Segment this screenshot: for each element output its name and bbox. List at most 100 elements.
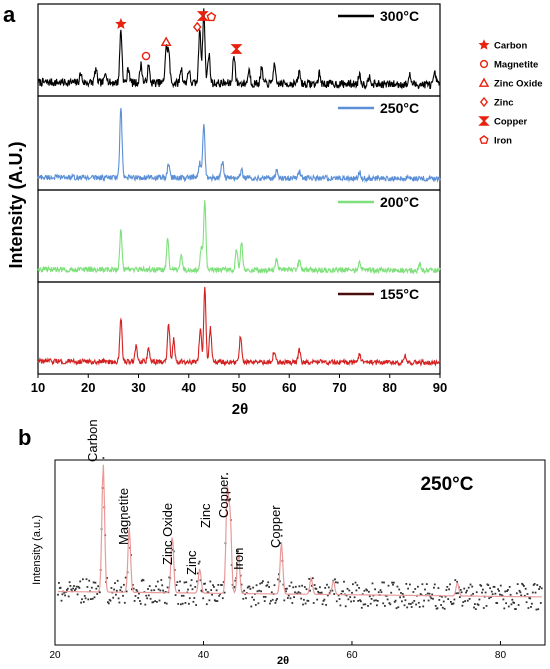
data-point — [343, 580, 345, 583]
data-point — [303, 598, 305, 601]
data-point — [211, 593, 213, 596]
data-point — [307, 600, 310, 602]
data-point — [152, 601, 155, 603]
x-tick-label: 40 — [182, 380, 196, 395]
data-point — [192, 600, 195, 603]
data-point — [353, 596, 356, 599]
data-point — [273, 584, 276, 587]
data-point — [409, 603, 412, 605]
data-point — [400, 592, 402, 594]
data-point — [311, 584, 313, 587]
data-point — [328, 592, 331, 594]
data-point — [478, 598, 481, 601]
panel-b-label: b — [18, 425, 31, 450]
x-tick-label: 10 — [31, 380, 45, 395]
data-point — [312, 602, 315, 604]
data-point — [323, 598, 326, 601]
data-point — [529, 597, 532, 600]
data-point — [61, 593, 64, 596]
data-point — [452, 602, 455, 605]
data-point — [523, 594, 526, 597]
data-point — [396, 585, 399, 588]
data-point — [205, 603, 208, 606]
data-point — [462, 601, 465, 603]
legend-label-iron: Iron — [494, 136, 512, 147]
data-point — [456, 581, 458, 583]
data-point — [303, 586, 306, 588]
data-point — [270, 591, 273, 594]
data-point — [289, 597, 292, 600]
data-point — [537, 608, 540, 611]
data-point — [465, 591, 467, 594]
data-point — [516, 583, 519, 585]
data-point — [367, 605, 369, 607]
data-point — [66, 589, 68, 591]
data-point — [398, 588, 401, 591]
data-point — [531, 602, 533, 605]
data-point — [339, 604, 342, 607]
data-point — [194, 586, 197, 588]
data-point — [95, 587, 98, 590]
panel-a-plot: 300°C 250°C 200°C 155°C — [37, 3, 441, 375]
data-point — [319, 586, 321, 589]
data-point — [434, 605, 437, 607]
data-point — [144, 603, 147, 606]
data-point — [249, 588, 252, 590]
data-point — [333, 593, 336, 595]
data-point — [489, 587, 491, 590]
data-point — [270, 600, 272, 602]
data-point — [311, 577, 314, 580]
data-point — [159, 589, 162, 592]
data-point — [125, 590, 128, 593]
peak-marker-star — [115, 17, 127, 29]
data-point — [519, 591, 522, 594]
data-point — [214, 600, 217, 602]
data-point — [384, 605, 386, 607]
data-point — [415, 603, 417, 606]
data-point — [385, 594, 388, 597]
data-point — [266, 584, 269, 587]
data-point — [482, 607, 485, 609]
data-point — [69, 585, 72, 587]
data-point — [507, 605, 510, 608]
data-point — [340, 593, 343, 595]
legend-star-icon — [478, 39, 490, 50]
data-point — [501, 594, 504, 597]
data-point — [124, 576, 127, 579]
data-point — [450, 601, 452, 603]
peak-marker-diamond — [193, 21, 202, 33]
data-point — [216, 600, 219, 602]
data-point — [417, 585, 419, 588]
peak-label-iron: Iron — [231, 548, 246, 570]
data-point — [493, 586, 496, 588]
data-point — [58, 582, 60, 584]
data-point — [196, 572, 199, 575]
data-point — [458, 596, 461, 598]
data-point — [57, 593, 59, 596]
data-point — [278, 573, 280, 576]
fit-line — [58, 464, 542, 598]
legend-pentagon-icon — [479, 135, 489, 144]
panel-a-ylabel: Intensity (A.U.) — [6, 141, 26, 268]
data-point — [334, 578, 336, 581]
data-point — [320, 591, 323, 594]
data-point — [93, 596, 96, 599]
data-point — [275, 599, 278, 602]
data-point — [268, 586, 270, 588]
data-point — [300, 597, 303, 600]
data-point — [355, 589, 358, 592]
data-point — [109, 599, 112, 602]
data-point — [198, 560, 201, 563]
data-point — [487, 584, 490, 586]
data-point — [257, 602, 260, 605]
series-line-200°C — [37, 200, 441, 275]
data-point — [358, 587, 360, 589]
data-point — [106, 577, 108, 579]
data-point — [137, 597, 140, 599]
data-point — [511, 598, 514, 601]
data-point — [302, 603, 304, 606]
data-point — [466, 599, 469, 602]
data-point — [348, 589, 351, 592]
data-point — [324, 587, 327, 589]
data-point — [134, 595, 137, 597]
